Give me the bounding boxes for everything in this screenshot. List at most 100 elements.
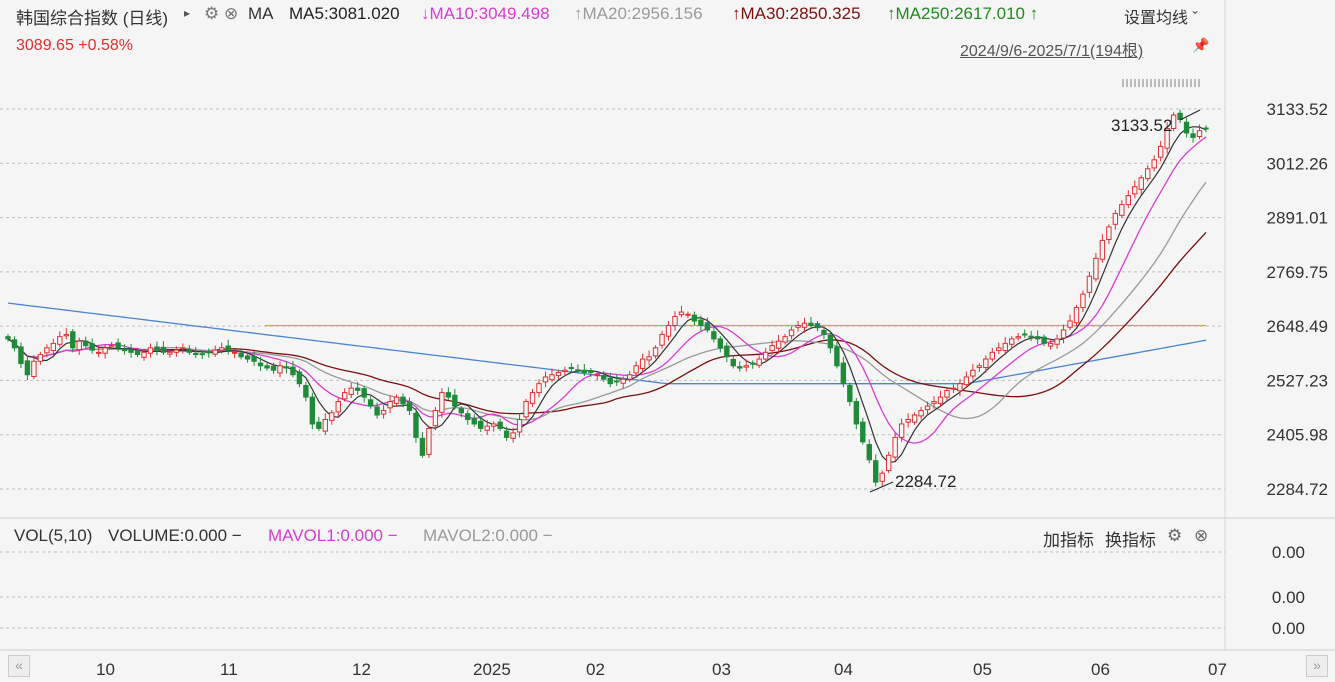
candle-body [698, 319, 704, 326]
candle-body [717, 338, 724, 349]
gear-icon[interactable]: ⚙ [1167, 526, 1183, 545]
y-tick-label: 3133.52 [1267, 100, 1328, 119]
vol-axis-label: 0.00 [1271, 543, 1305, 562]
candle-body [154, 346, 160, 351]
candle-body [588, 370, 594, 373]
candle-body [393, 396, 400, 404]
marker-tick [1154, 79, 1156, 87]
candle-body [827, 334, 834, 349]
candle-body [458, 408, 464, 414]
candle-body [814, 323, 821, 329]
candle-body [387, 401, 393, 409]
candle-body [497, 421, 503, 429]
close-icon[interactable]: ⊗ [224, 4, 239, 23]
candle-body [290, 366, 296, 376]
candle-body [465, 413, 471, 420]
candle-body [316, 421, 322, 429]
y-tick-label: 2405.98 [1267, 426, 1328, 445]
date-range[interactable]: 2024/9/6-2025/7/1(194根) [960, 43, 1144, 60]
candle-body [115, 342, 121, 349]
candle-body [724, 345, 730, 358]
settings-ma-button[interactable]: 设置均线 ˇ [1124, 10, 1198, 27]
candle-body [238, 352, 244, 358]
candle-body [1106, 226, 1112, 241]
ma30-line [7, 231, 1207, 415]
candle-body [581, 369, 588, 373]
scroll-right-button[interactable]: » [1306, 655, 1328, 677]
candle-body [885, 454, 892, 472]
candle-body [264, 365, 270, 369]
marker-tick [1158, 79, 1160, 87]
candle-body [173, 349, 180, 353]
candle-body [231, 351, 238, 354]
candle-body [633, 365, 639, 374]
candle-body [983, 358, 989, 369]
chart-header: 韩国综合指数 (日线) ▸ ⚙ ⊗ MA MA5:3081.020 ↓MA10:… [0, 0, 1335, 30]
candle-body [937, 396, 944, 404]
mavol1-value: MAVOL1:0.000 − [268, 526, 398, 545]
candle-body [879, 472, 885, 482]
marker-tick [1162, 79, 1164, 87]
pin-icon[interactable]: 📌 [1192, 37, 1210, 53]
expand-arrow-icon[interactable]: ▸ [184, 6, 191, 20]
candle-body [335, 401, 341, 413]
candle-body [1067, 320, 1073, 328]
index-title[interactable]: 韩国综合指数 (日线) [16, 9, 169, 28]
candle-body [542, 376, 549, 383]
candle-body [529, 392, 536, 404]
ma30-value: ↑MA30:2850.325 [732, 4, 861, 23]
scroll-left-button[interactable]: « [8, 655, 30, 677]
candle-body [1028, 335, 1034, 338]
candle-body [160, 346, 167, 353]
candle-body [419, 437, 426, 456]
month-label: 10 [96, 660, 115, 679]
candle-body [141, 351, 147, 358]
candle-body [523, 401, 529, 418]
candle-body [821, 329, 827, 335]
candle-body [594, 374, 600, 377]
candle-body [853, 401, 860, 425]
candle-body [296, 371, 303, 385]
candle-body [1190, 133, 1196, 138]
candle-body [860, 421, 866, 443]
candle-body [750, 362, 756, 365]
marker-tick [1182, 79, 1184, 87]
candle-body [134, 350, 141, 356]
month-label: 06 [1091, 660, 1110, 679]
candle-body [568, 367, 575, 370]
candle-body [639, 358, 646, 369]
candle-body [478, 420, 484, 429]
y-tick-label: 3012.26 [1267, 154, 1328, 173]
candle-body [646, 356, 652, 361]
candle-body [193, 352, 199, 356]
candle-body [1060, 329, 1067, 339]
vol-axis-label: 0.00 [1271, 588, 1305, 607]
close-icon[interactable]: ⊗ [1194, 526, 1209, 545]
candle-body [607, 377, 613, 385]
candle-body [212, 349, 218, 355]
candle-body [329, 412, 335, 421]
candle-body [614, 380, 620, 383]
candle-body [873, 460, 879, 483]
candle-body [652, 347, 659, 357]
add-indicator-button[interactable]: 加指标 [1043, 531, 1094, 550]
candle-body [1151, 159, 1157, 169]
candle-body [918, 410, 924, 417]
candle-body [626, 374, 633, 380]
candle-body [37, 354, 44, 362]
candle-body [452, 394, 458, 407]
candle-body [1054, 338, 1060, 345]
candle-body [348, 387, 354, 395]
candle-body [244, 355, 251, 360]
candle-body [147, 347, 154, 354]
gear-icon[interactable]: ⚙ [204, 4, 220, 23]
vol-label: VOL(5,10) [14, 526, 93, 545]
switch-indicator-button[interactable]: 换指标 [1105, 531, 1156, 550]
candle-body [180, 347, 186, 350]
ma10-line [7, 136, 1207, 444]
candle-body [620, 378, 626, 384]
candle-body [1112, 213, 1119, 225]
candle-body [665, 324, 672, 337]
volume-header: VOL(5,10) VOLUME:0.000 − MAVOL1:0.000 − … [0, 522, 1335, 552]
